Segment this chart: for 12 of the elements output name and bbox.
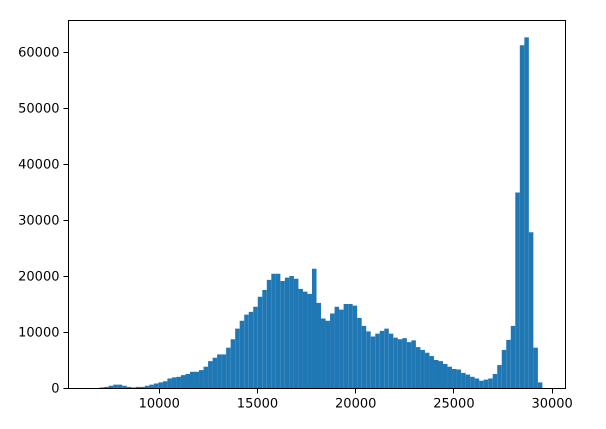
x-tick-label: 30000 — [531, 396, 573, 412]
x-tick-label: 15000 — [236, 396, 278, 412]
x-tick-label: 10000 — [138, 396, 180, 412]
y-tick-label: 30000 — [18, 213, 60, 228]
y-tick-label: 50000 — [18, 101, 60, 116]
x-tick-label: 25000 — [433, 396, 475, 412]
y-tick-label: 0 — [51, 382, 60, 396]
y-tick-label: 20000 — [18, 269, 60, 284]
x-tick-label: 20000 — [335, 396, 376, 412]
y-tick-label: 40000 — [18, 157, 60, 172]
y-tick-label: 10000 — [18, 325, 60, 340]
y-tick-label: 60000 — [18, 45, 60, 60]
